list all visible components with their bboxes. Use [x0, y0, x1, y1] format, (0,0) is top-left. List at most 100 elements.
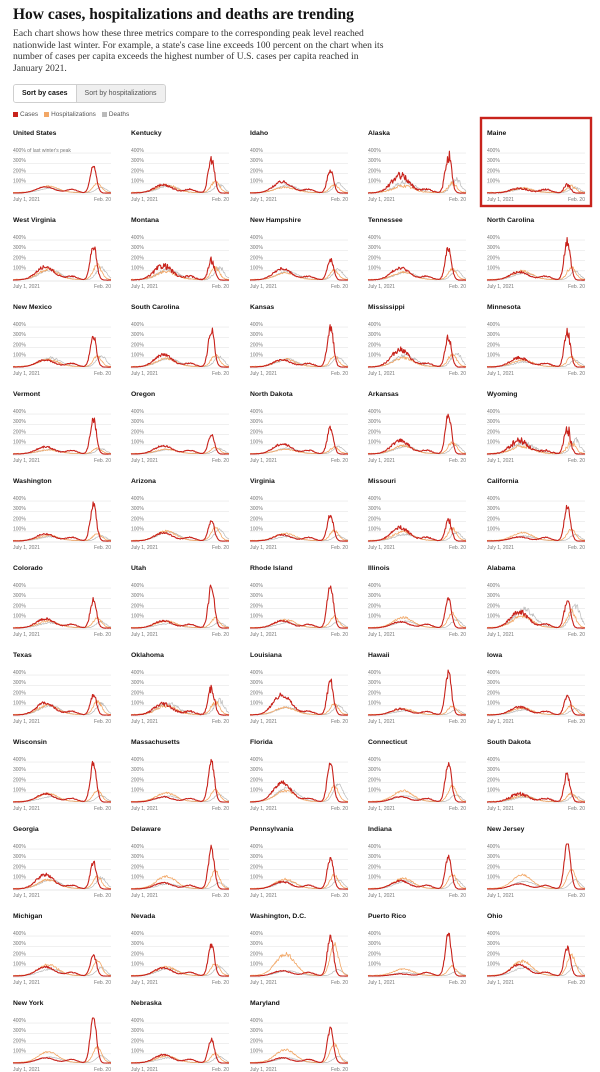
x-start-label: July 1, 2021 [131, 371, 158, 377]
state-chart-kansas: Kansas 100% 200% 300% 400% July 1, 2021 Feb. 2… [249, 304, 348, 377]
y-tick-label: 200% [487, 342, 500, 348]
y-tick-label: 300% [250, 854, 263, 860]
legend-label-deaths: Deaths [108, 111, 130, 118]
state-title: South Dakota [487, 739, 531, 746]
y-tick-label: 400% [131, 322, 144, 328]
y-tick-label: 200% [13, 429, 26, 435]
cases-line [250, 425, 348, 455]
state-title: New Mexico [13, 304, 52, 311]
y-tick-label: 100% [368, 701, 381, 707]
state-title: Oregon [131, 391, 155, 398]
y-tick-label: 200% [368, 690, 381, 696]
y-tick-label: 300% [250, 245, 263, 251]
x-start-label: July 1, 2021 [131, 806, 158, 812]
hospitalizations-line [130, 869, 230, 889]
y-tick-label: 400% [487, 583, 500, 589]
x-start-label: July 1, 2021 [13, 545, 40, 551]
y-tick-label: 400% [13, 235, 26, 241]
y-tick-label: 200% [13, 1038, 26, 1044]
cases-line [13, 501, 111, 542]
x-end-label: Feb. 20 [94, 632, 111, 638]
y-tick-label: 200% [250, 255, 263, 261]
state-title: Iowa [487, 652, 502, 659]
y-tick-label: 300% [368, 593, 381, 599]
y-tick-label: 100% [250, 962, 263, 968]
x-end-label: Feb. 20 [568, 284, 585, 290]
y-tick-label: 100% [487, 701, 500, 707]
state-chart-missouri: Missouri 100% 200% 300% 400% July 1, 2021 Feb.… [367, 478, 467, 551]
state-title: Puerto Rico [368, 913, 406, 920]
state-chart-wyoming: Wyoming 100% 200% 300% 400% July 1, 2021 Feb. … [486, 391, 586, 464]
y-tick-label: 300% [13, 767, 26, 773]
cases-line [250, 169, 348, 194]
y-tick-label: 300% [13, 506, 26, 512]
x-start-label: July 1, 2021 [13, 719, 40, 725]
y-tick-label: 300% [368, 158, 381, 164]
cases-line [486, 843, 586, 890]
x-end-label: Feb. 20 [94, 719, 111, 725]
y-tick-label: 200% [250, 603, 263, 609]
x-start-label: July 1, 2021 [13, 1067, 40, 1072]
x-start-label: July 1, 2021 [487, 980, 514, 986]
state-chart-vermont: Vermont 100% 200% 300% 400% July 1, 2021 Feb. … [12, 391, 111, 464]
state-chart-rhode-island: Rhode Island 100% 200% 300% 400% July 1, 2021… [249, 565, 348, 638]
y-tick-label: 200% [13, 951, 26, 957]
x-start-label: July 1, 2021 [368, 893, 395, 899]
hospitalizations-line [130, 788, 230, 802]
cases-line [367, 413, 467, 455]
x-start-label: July 1, 2021 [131, 893, 158, 899]
cases-line [130, 584, 229, 629]
state-title: Vermont [13, 391, 41, 398]
x-start-label: July 1, 2021 [487, 458, 514, 464]
sort-by-cases-button[interactable]: Sort by cases [14, 85, 77, 102]
state-chart-georgia: Georgia 100% 200% 300% 400% July 1, 2021 Feb. … [12, 826, 111, 899]
y-tick-label: 300% [250, 767, 263, 773]
cases-line [487, 945, 585, 977]
cases-line [367, 334, 467, 368]
x-end-label: Feb. 20 [94, 371, 111, 377]
x-end-label: Feb. 20 [212, 632, 229, 638]
y-tick-label: 400% [250, 844, 263, 850]
state-chart-delaware: Delaware 100% 200% 300% 400% July 1, 2021 Feb.… [130, 826, 230, 899]
y-tick-label: 100% [13, 266, 26, 272]
y-tick-label: 100% [131, 353, 144, 359]
y-tick-label: 100% [250, 875, 263, 881]
y-tick-label: 100% [368, 353, 381, 359]
state-title: Maryland [250, 1000, 280, 1007]
y-tick-label: 100% [13, 527, 26, 533]
sort-by-hospitalizations-button[interactable]: Sort by hospitalizations [76, 85, 165, 102]
y-tick-label: 200% [131, 690, 144, 696]
state-title: Minnesota [487, 304, 521, 311]
state-title: South Carolina [131, 304, 180, 311]
state-chart-virginia: Virginia 100% 200% 300% 400% July 1, 2021 Feb.… [249, 478, 349, 551]
x-start-label: July 1, 2021 [250, 719, 277, 725]
state-title: Arkansas [368, 391, 399, 398]
y-tick-label: 300% [368, 854, 381, 860]
y-tick-label: 200% [13, 777, 26, 783]
cases-line [250, 678, 349, 716]
y-tick-label: 400% [487, 670, 500, 676]
y-tick-label: 300% [368, 419, 381, 425]
y-tick-label: 200% [13, 255, 26, 261]
y-tick-label: 200% [487, 951, 500, 957]
y-tick-label: 200% [131, 951, 144, 957]
y-tick-label: 200% [250, 864, 263, 870]
x-start-label: July 1, 2021 [368, 197, 395, 203]
y-tick-label: 200% [250, 342, 263, 348]
x-start-label: July 1, 2021 [131, 458, 158, 464]
legend-label-hospitalizations: Hospitalizations [51, 111, 96, 118]
y-tick-label: 400% [131, 583, 144, 589]
state-chart-alaska: Alaska 100% 200% 300% 400% July 1, 2021 Feb. 2… [367, 130, 467, 203]
y-tick-label: 200% [368, 516, 381, 522]
x-end-label: Feb. 20 [331, 980, 348, 986]
state-title: Utah [131, 565, 146, 572]
y-tick-label: 300% [131, 158, 144, 164]
y-tick-label: 300% [250, 593, 263, 599]
cases-line [486, 182, 586, 194]
state-chart-puerto-rico: Puerto Rico 100% 200% 300% 400% July 1, 2021 F… [367, 913, 466, 986]
state-chart-north-dakota: North Dakota 100% 200% 300% 400% July 1, 2021… [249, 391, 348, 464]
cases-line [13, 954, 111, 977]
y-tick-label: 100% [250, 1049, 263, 1055]
cases-line [130, 155, 229, 194]
y-tick-label: 300% [250, 941, 263, 947]
